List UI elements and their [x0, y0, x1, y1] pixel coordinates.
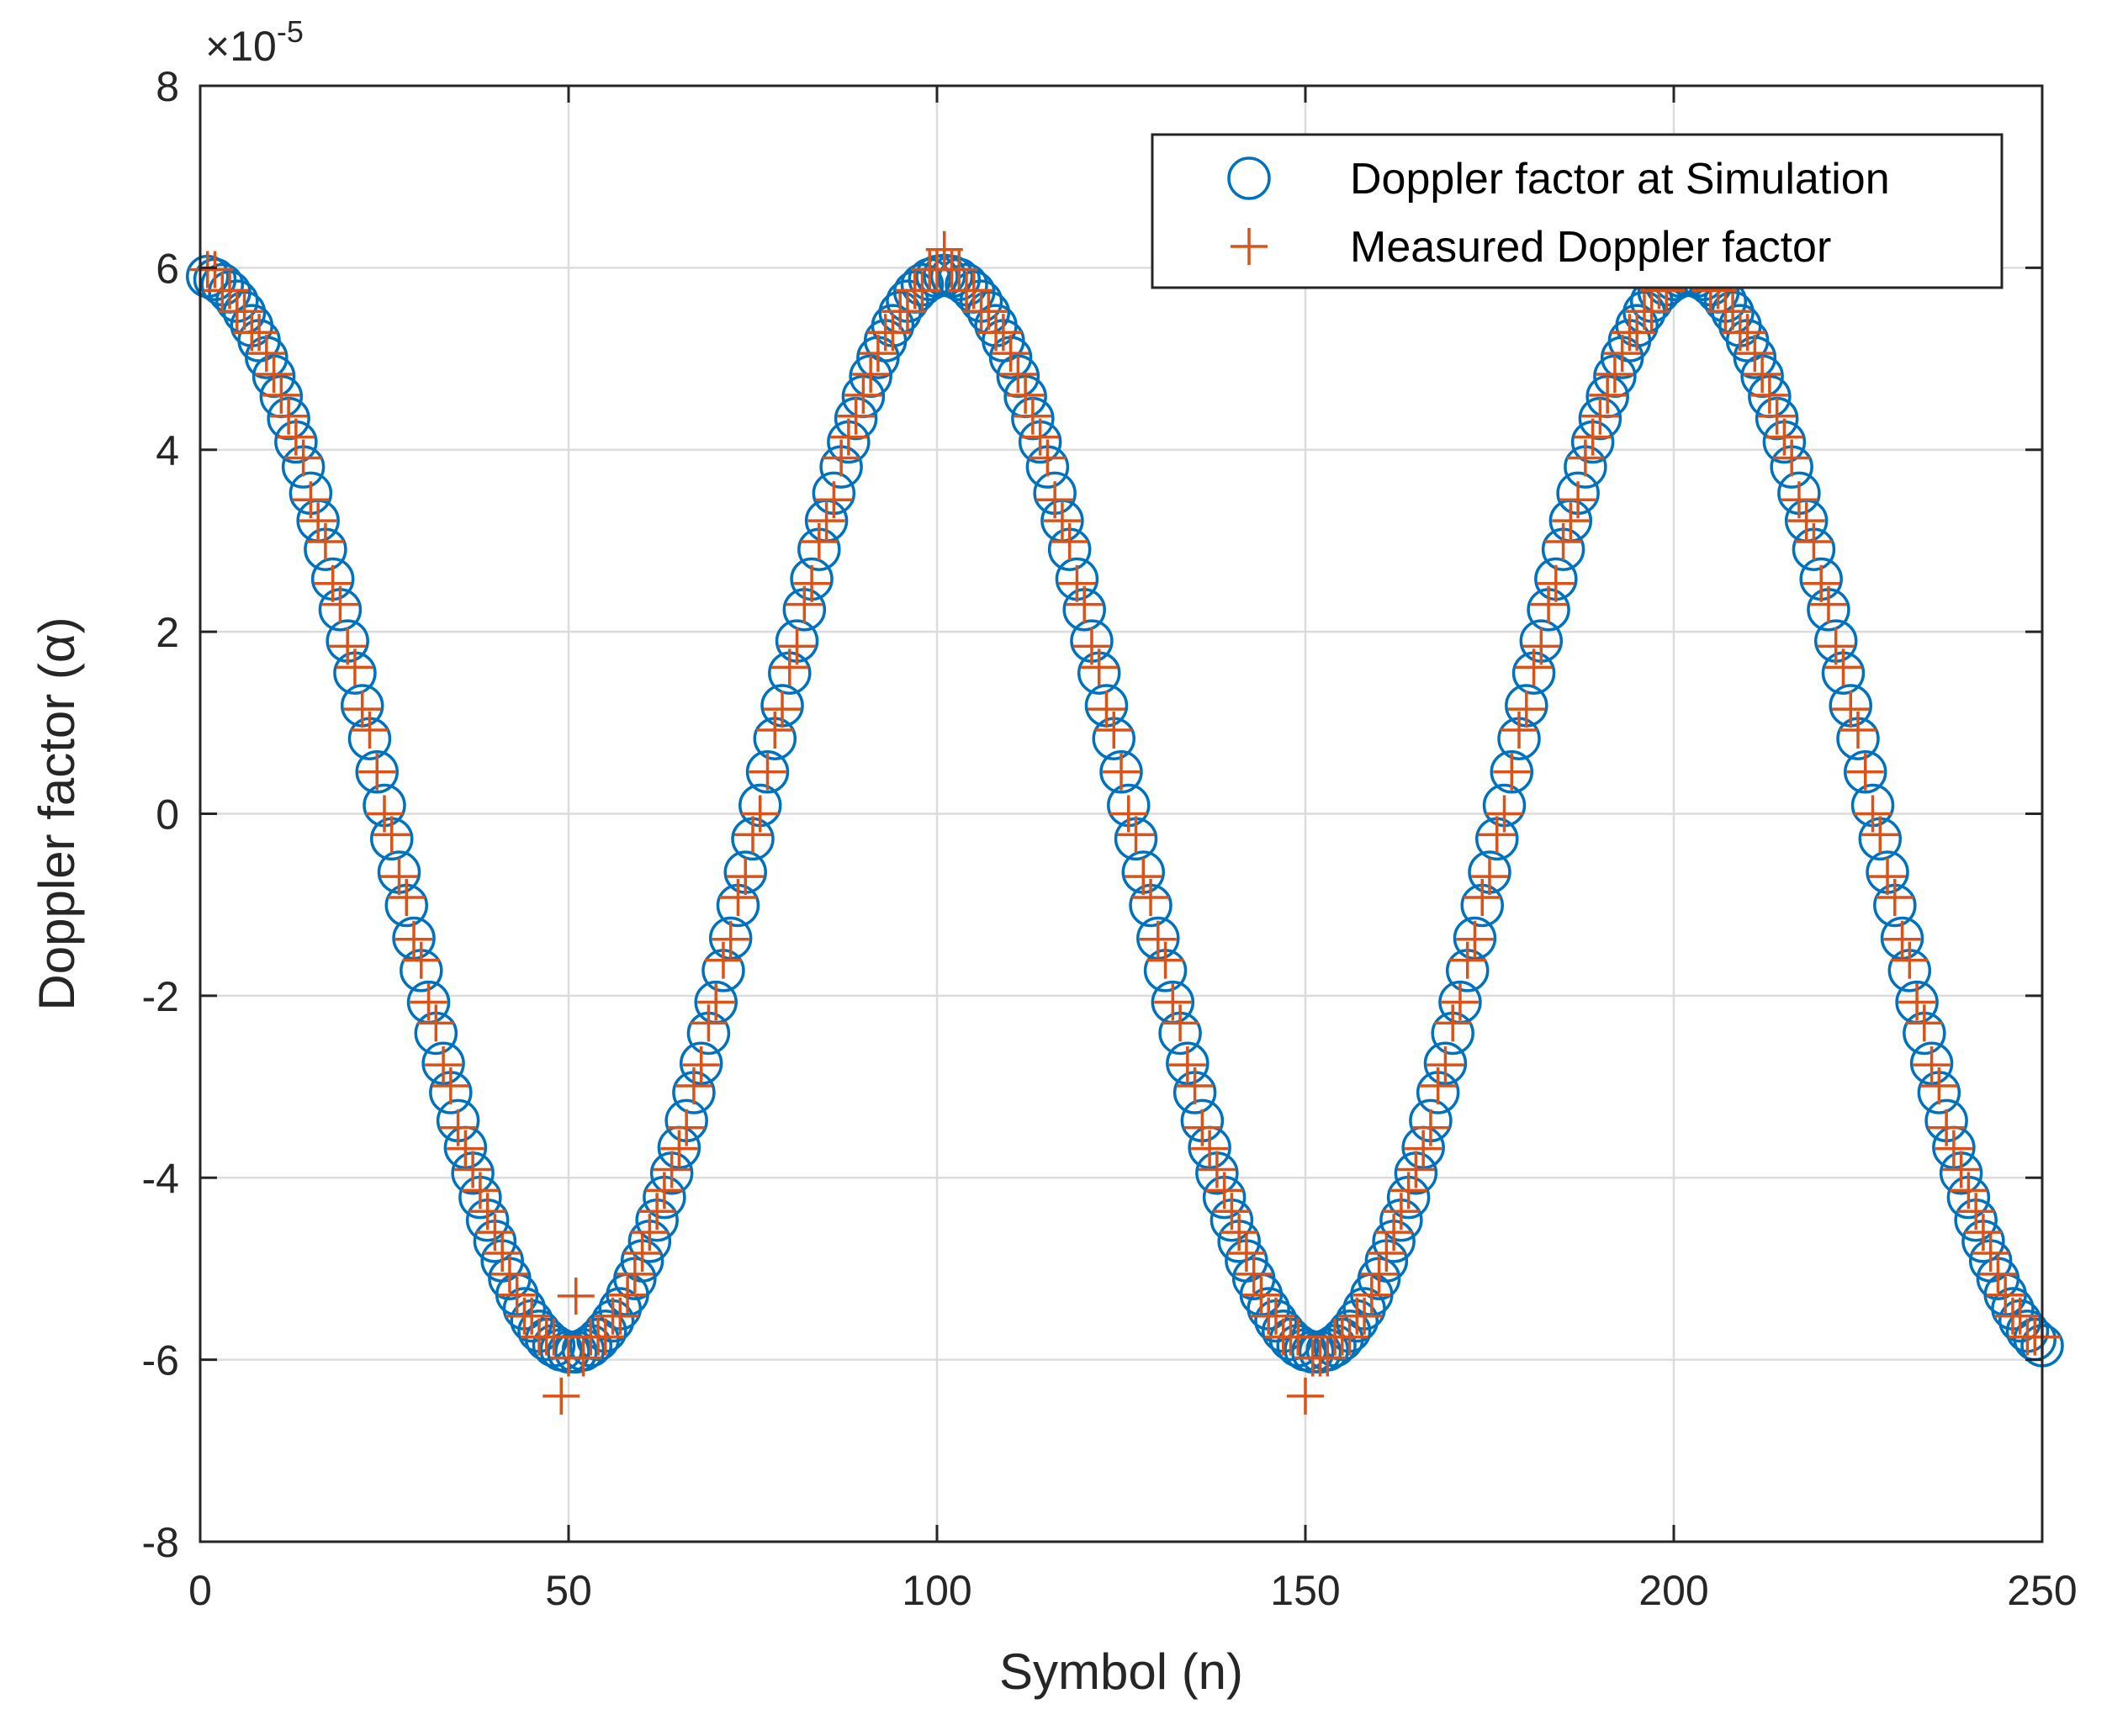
sim-point [1136, 916, 1180, 961]
sim-point [1099, 750, 1143, 794]
sim-point [1453, 916, 1497, 961]
y-tick-label: -6 [142, 1337, 179, 1384]
legend-marker-measured [1231, 228, 1268, 265]
legend-label-measured: Measured Doppler factor [1350, 223, 1831, 272]
y-tick-label: 0 [156, 791, 179, 839]
y-tick-label: 6 [156, 245, 179, 292]
tick-marks [198, 84, 2044, 1543]
y-axis-label: Doppler factor (α) [29, 617, 85, 1010]
x-tick-label: 200 [1638, 1567, 1708, 1614]
y-exponent-label: ×10-5 [205, 14, 304, 70]
y-tick-label: -4 [142, 1155, 179, 1202]
y-tick-label: 8 [156, 63, 179, 110]
sim-point [355, 750, 399, 794]
sim-point [708, 916, 753, 961]
legend: Doppler factor at Simulation Measured Do… [1151, 133, 2003, 289]
sim-point [1490, 750, 1534, 794]
y-tick-label: -8 [142, 1519, 179, 1566]
sim-point [1909, 1041, 1954, 1086]
x-tick-label: 250 [2007, 1567, 2077, 1614]
y-exponent-power: -5 [277, 14, 304, 49]
sim-point [1166, 1041, 1210, 1086]
y-tick-label: -2 [142, 973, 179, 1020]
x-tick-label: 50 [545, 1567, 592, 1614]
x-tick-label: 150 [1270, 1567, 1340, 1614]
y-tick-label: 4 [156, 427, 179, 474]
sim-point [1844, 750, 1887, 794]
x-tick-label: 100 [902, 1567, 971, 1614]
sim-point [1423, 1041, 1468, 1086]
x-tick-label: 0 [188, 1567, 212, 1614]
sim-point [745, 750, 790, 794]
legend-label-simulation: Doppler factor at Simulation [1350, 155, 1890, 204]
sim-point [392, 916, 436, 961]
legend-marker-simulation [1227, 156, 1271, 200]
sim-point [1880, 916, 1924, 961]
legend-circle-icon [1227, 156, 1271, 200]
series-measured [188, 230, 2061, 1415]
y-tick-label: 2 [156, 609, 179, 656]
x-axis-label: Symbol (n) [999, 1643, 1243, 1700]
sim-point [679, 1041, 723, 1086]
y-exponent-base: ×10 [205, 23, 277, 70]
sim-point [421, 1041, 465, 1086]
legend-box [1151, 133, 2003, 289]
tick-labels: 0 50 100 150 200 250 -8 -6 -4 -2 0 2 4 6 8 [142, 63, 2078, 1614]
